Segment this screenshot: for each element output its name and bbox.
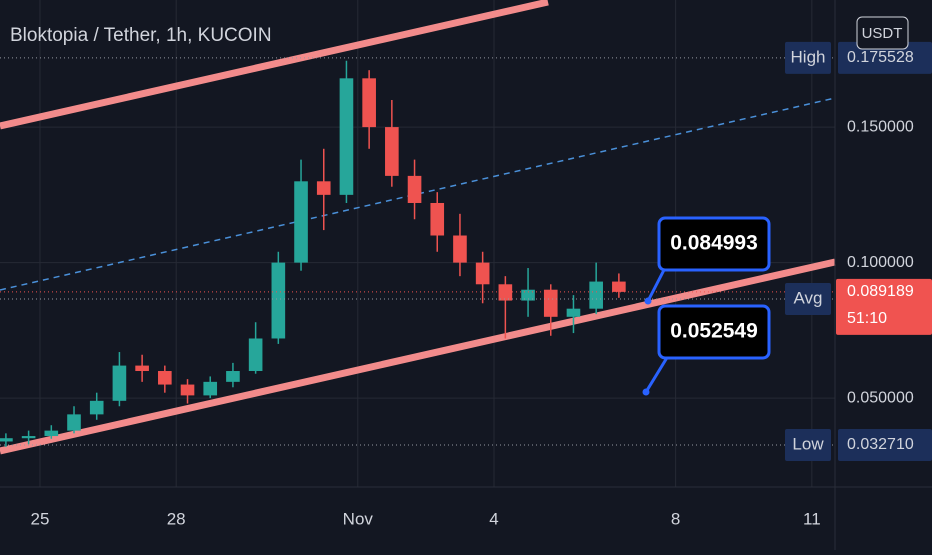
x-tick-label: Nov [343,509,374,528]
currency-label: USDT [862,25,903,42]
candle-body [339,78,354,195]
price-line-name-box [785,283,831,316]
x-tick-label: 28 [167,509,186,528]
currency-badge[interactable] [856,16,909,50]
candle-body [158,371,172,385]
callout-dot [642,388,650,396]
price-line-value: 0.175528 [847,49,914,66]
candle-body [226,371,240,382]
candle-body [67,414,81,431]
candle-body [407,175,422,203]
y-tick-label: 0.100000 [847,254,914,271]
candle-body [0,438,13,442]
callout-text: 0.084993 [670,232,758,255]
candle-body [203,381,218,396]
candle-body [453,235,467,263]
callout-box [657,216,771,272]
candle-body [248,338,263,372]
candle-body [112,365,127,401]
price-line-name-box [785,41,831,74]
last-price-label: 0.089189 [847,283,914,300]
callout-pointer [646,267,667,302]
candle-body [498,284,513,301]
price-line-name: High [791,47,826,66]
callout-box [657,304,771,360]
price-line-value-box [838,428,932,461]
candle-body [44,430,59,437]
callout-text: 0.052549 [670,320,758,343]
y-tick-label: 0.050000 [847,389,914,406]
trend-line-upper [0,0,549,130]
candle-body [385,127,399,176]
candle-body [589,281,603,309]
candle-body [543,289,558,317]
candle-body [566,308,581,317]
candle-body [89,400,104,415]
x-tick-label: 25 [30,509,49,528]
candle-body [612,281,626,292]
x-tick-label: 4 [489,509,498,528]
candle-body [135,365,149,372]
callout-pointer [644,355,670,393]
chart-title: Bloktopia / Tether, 1h, KUCOIN [10,25,272,46]
price-line-value-box [838,41,932,74]
candle-body [475,262,490,285]
candle-body [316,181,331,195]
y-tick-label: 0.150000 [847,118,914,135]
countdown-label: 51:10 [847,310,887,327]
candle-body [362,78,376,128]
candle-body [294,181,308,263]
price-line-name: Low [792,434,824,453]
candle-body [430,202,445,236]
candle-body [271,262,286,339]
x-tick-label: 8 [671,509,680,528]
price-line-name-box [785,428,831,461]
callout-dot [644,297,652,305]
price-line-value: 0.032710 [847,436,914,453]
candle-body [21,436,36,439]
candle-body [521,289,535,301]
trend-line-lower [0,258,836,455]
candle-body [180,384,195,396]
price-line-name: Avg [794,289,823,308]
last-price-box [836,278,932,335]
x-tick-label: 11 [803,509,821,528]
